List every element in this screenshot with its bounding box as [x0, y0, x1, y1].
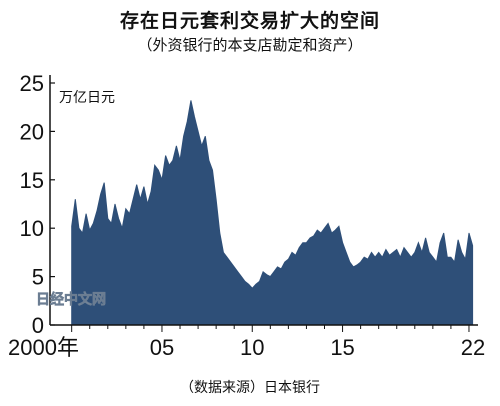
- y-tick-label: 25: [20, 71, 44, 96]
- axis-layer: [49, 75, 478, 332]
- x-tick-label: 05: [150, 335, 174, 360]
- chart-title: 存在日元套利交易扩大的空间: [119, 10, 380, 32]
- x-tick-label: 2000年: [8, 335, 79, 360]
- x-tick-label: 15: [330, 335, 354, 360]
- y-tick-label: 5: [32, 265, 44, 290]
- y-tick-label: 10: [20, 216, 44, 241]
- x-tick-label: 22: [461, 335, 485, 360]
- x-tick-label: 10: [240, 335, 264, 360]
- watermark-text: 日经中文网: [36, 291, 106, 308]
- y-unit-label: 万亿日元: [59, 90, 115, 106]
- series-area-0: [71, 100, 474, 326]
- source-note: （数据来源）日本银行: [180, 380, 320, 396]
- chart-subtitle: （外资银行的本支店勘定和资产）: [137, 36, 363, 54]
- y-tick-label: 15: [20, 168, 44, 193]
- area-layer: [71, 100, 474, 326]
- y-tick-label: 20: [20, 119, 44, 144]
- y-tick-label: 0: [32, 313, 44, 338]
